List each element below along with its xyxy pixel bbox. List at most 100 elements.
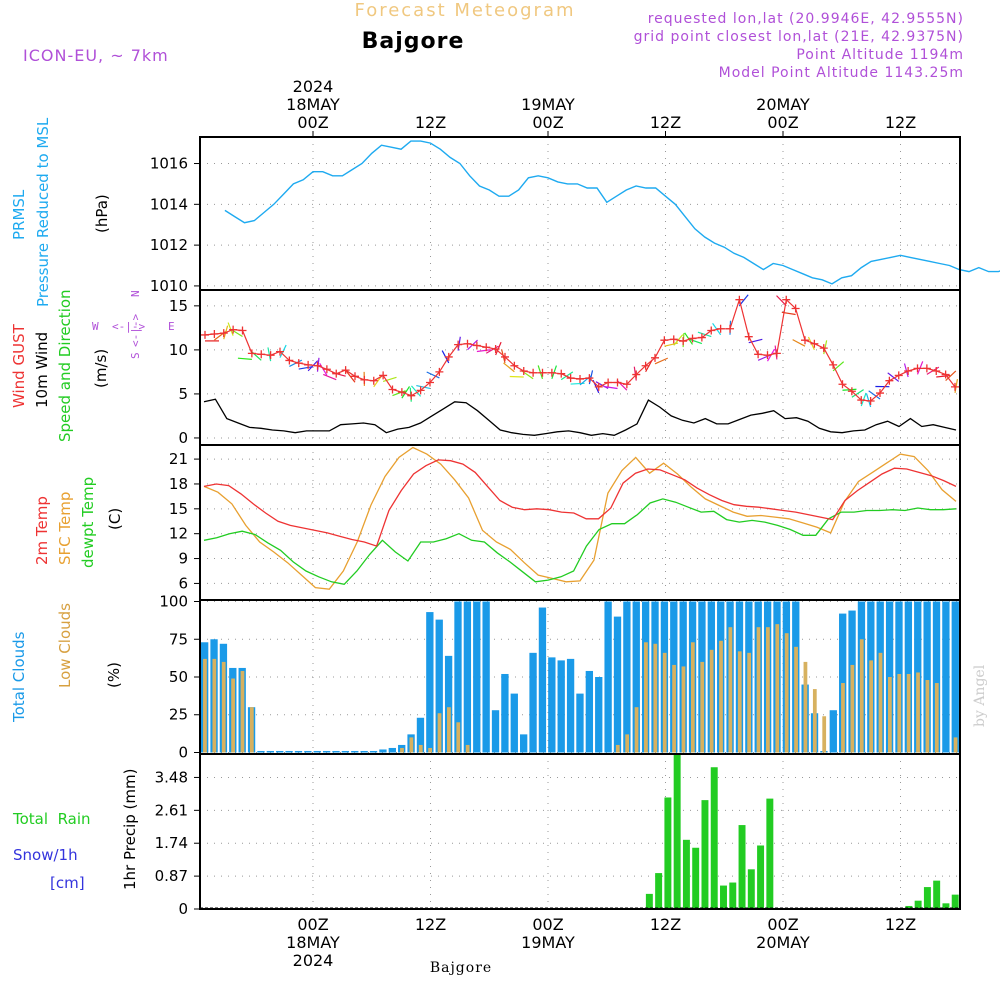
precip-ytick-label: 1.74 <box>155 834 188 852</box>
gust-point <box>941 370 950 379</box>
low-cloud-bar <box>418 744 423 753</box>
gust-point <box>379 371 388 380</box>
low-cloud-bar <box>766 627 770 753</box>
wind-direction-arrow <box>654 357 669 365</box>
bottom-time-label: 00Z <box>532 915 563 934</box>
total-cloud-bar <box>942 601 950 753</box>
wind-direction-arrow <box>868 390 881 400</box>
low-cloud-bar <box>719 640 723 753</box>
precip-ytick-label: 2.61 <box>155 801 188 819</box>
gust-point <box>772 349 781 358</box>
low-cloud-bar <box>953 737 958 753</box>
pressure-ytick-label: 1012 <box>150 236 188 254</box>
low-cloud-bar <box>615 744 620 753</box>
credit-label: by Angel <box>972 664 988 727</box>
rain-bar <box>951 894 959 909</box>
wind-direction-arrow <box>426 371 440 379</box>
total-cloud-bar <box>623 601 631 753</box>
wind-ytick-label: 0 <box>178 429 188 447</box>
total-cloud-bar <box>322 750 331 753</box>
total-cloud-bar <box>604 601 612 753</box>
gust-point <box>829 360 838 369</box>
total-cloud-bar <box>257 750 265 753</box>
faint-title: Forecast Meteogram <box>354 0 575 21</box>
temperature-panel: 6 9 12 15 18 21 <box>169 444 961 601</box>
gust-point <box>332 369 341 378</box>
temp-ytick-label: 6 <box>178 574 188 592</box>
point-altitude: Point Altitude 1194m <box>796 47 964 63</box>
total-cloud-bar <box>829 710 837 753</box>
low-cloud-bar <box>634 707 639 753</box>
top-time-label: 12Z <box>885 113 916 132</box>
gust-point <box>838 380 847 389</box>
gust-point <box>238 326 247 335</box>
cloud-ytick-label: 25 <box>169 706 188 724</box>
gust-point <box>594 382 603 391</box>
precip-frame <box>199 753 961 910</box>
gust-point <box>669 335 678 344</box>
total-cloud-bar <box>369 750 378 753</box>
low-cloud-bar <box>916 672 920 753</box>
cloud-ytick-label: 75 <box>169 630 188 648</box>
wind-direction-arrow <box>250 350 262 361</box>
gust-point <box>369 376 378 385</box>
snow-label: Snow/1h <box>13 846 78 864</box>
prmsl-desc-label: Pressure Reduced to MSL <box>34 117 52 307</box>
rain-bar <box>923 887 931 909</box>
low-cloud-bar <box>897 673 902 753</box>
temp-ytick-label: 18 <box>169 475 188 493</box>
grid-point-coords: grid point closest lon,lat (21E, 42.9375… <box>634 29 964 45</box>
total-cloud-bar <box>951 601 959 753</box>
gust-point <box>294 359 303 368</box>
low-cloud-bar <box>456 722 461 753</box>
wind-direction-arrow <box>345 370 356 383</box>
gust-point <box>726 324 734 333</box>
wind-direction-arrow <box>298 366 313 370</box>
top-time-label: 00Z <box>297 113 328 132</box>
wind-ytick-label: 10 <box>169 341 188 359</box>
temp-frame <box>199 444 961 601</box>
total-cloud-bar <box>529 652 537 753</box>
gust-point <box>435 367 444 376</box>
gust-point <box>885 376 894 385</box>
top-time-label: 00Z <box>532 113 563 132</box>
gust-point <box>857 396 866 405</box>
gust-point <box>622 380 631 389</box>
gust-point <box>801 336 809 345</box>
gust-point <box>716 324 725 333</box>
total-cloud-bar <box>285 750 293 753</box>
rain-bar <box>655 873 663 909</box>
bottom-time-label: 2024 <box>293 951 334 970</box>
compass-n: N <box>129 290 142 297</box>
wind-direction-arrow <box>603 385 618 390</box>
total-cloud-bar <box>501 673 509 753</box>
rain-bar <box>747 869 755 909</box>
requested-coords: requested lon,lat (20.9946E, 42.9555N) <box>648 11 964 27</box>
total-cloud-bar <box>510 693 518 753</box>
total-cloud-bar <box>548 657 556 753</box>
total-cloud-bar <box>416 717 425 753</box>
gust-point <box>810 339 819 348</box>
total-cloud-bar <box>379 749 387 753</box>
total-cloud-bar <box>613 616 622 753</box>
total-cloud-bar <box>932 601 941 753</box>
gust-point <box>491 345 500 354</box>
gust-point <box>547 368 556 377</box>
gust-point <box>444 352 453 361</box>
gust-point <box>276 347 284 356</box>
low-cloud-bar <box>400 747 404 753</box>
gust-point <box>388 385 397 394</box>
rain-bar <box>933 880 941 909</box>
gust-point <box>660 336 669 345</box>
wind-direction-arrow <box>537 365 544 379</box>
total-cloud-bar <box>435 619 443 753</box>
gust-point <box>463 339 472 348</box>
temp-dew-label: dewpt Temp <box>79 477 97 568</box>
gust-point <box>904 367 913 376</box>
wind-direction-arrow <box>560 371 574 381</box>
gust-point <box>407 391 416 400</box>
low-cloud-bar <box>925 680 930 753</box>
wind-direction-arrow <box>382 376 397 382</box>
wind-direction-arrow <box>503 362 515 373</box>
gust-point <box>201 330 209 339</box>
